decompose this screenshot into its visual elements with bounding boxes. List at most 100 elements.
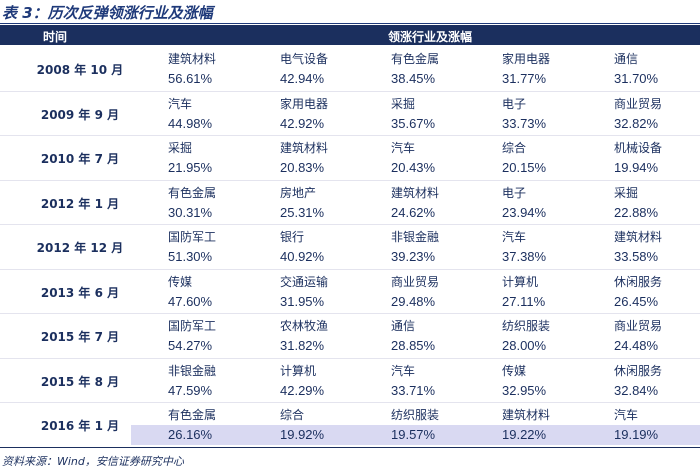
row-separator xyxy=(0,268,700,270)
industry-name: 非银金融 xyxy=(168,363,217,378)
industry-name: 建筑材料 xyxy=(168,52,217,66)
header-leaders: 领涨行业及涨幅 xyxy=(387,30,472,44)
industry-name: 建筑材料 xyxy=(391,185,440,200)
industry-name: 商业贸易 xyxy=(614,319,663,333)
gain-value: 21.95% xyxy=(168,160,213,175)
gain-value: 42.29% xyxy=(280,382,325,398)
bottom-rule xyxy=(0,447,700,448)
gain-value: 40.92% xyxy=(280,249,325,264)
gain-value: 24.62% xyxy=(391,204,436,220)
gain-value: 32.95% xyxy=(502,382,547,398)
gain-value: 31.70% xyxy=(614,71,659,86)
industry-name: 家用电器 xyxy=(280,96,329,111)
gain-value: 24.48% xyxy=(614,338,659,353)
row-date: 2012 年 12 月 xyxy=(36,241,124,255)
row-date: 2010 年 7 月 xyxy=(40,152,120,166)
gain-value: 19.57% xyxy=(391,427,436,442)
industry-name: 采掘 xyxy=(168,141,193,155)
row-separator xyxy=(0,90,700,92)
gain-value: 37.38% xyxy=(502,249,547,264)
industry-name: 传媒 xyxy=(502,363,527,378)
row-separator xyxy=(0,179,700,181)
gain-value: 33.58% xyxy=(614,249,659,264)
gain-value: 33.71% xyxy=(391,382,436,398)
row-date: 2013 年 6 月 xyxy=(40,285,120,300)
industry-name: 纺织服装 xyxy=(502,319,551,333)
industry-name: 传媒 xyxy=(168,274,193,289)
row-highlight xyxy=(131,425,700,445)
gain-value: 31.77% xyxy=(502,71,547,86)
industry-name: 交通运输 xyxy=(280,274,329,289)
industry-name: 建筑材料 xyxy=(614,230,663,244)
industry-name: 汽车 xyxy=(391,141,416,155)
row-separator xyxy=(0,224,700,225)
industry-name: 采掘 xyxy=(614,185,639,200)
row-date: 2012 年 1 月 xyxy=(40,196,120,211)
gain-value: 28.85% xyxy=(391,338,436,353)
industry-name: 有色金属 xyxy=(391,52,440,66)
gain-value: 22.88% xyxy=(614,204,659,220)
row-separator xyxy=(0,313,700,314)
gain-value: 31.82% xyxy=(280,338,325,353)
gain-value: 56.61% xyxy=(168,71,213,86)
gain-value: 32.82% xyxy=(614,115,659,131)
industry-name: 汽车 xyxy=(391,363,416,378)
gain-value: 31.95% xyxy=(280,293,325,309)
industry-name: 建筑材料 xyxy=(502,408,551,422)
row-date: 2008 年 10 月 xyxy=(36,63,124,77)
industry-name: 国防军工 xyxy=(168,230,217,244)
industry-name: 银行 xyxy=(280,230,305,244)
row-date: 2009 年 9 月 xyxy=(40,107,120,122)
gain-value: 27.11% xyxy=(502,293,546,309)
industry-name: 电子 xyxy=(502,96,527,111)
industry-name: 家用电器 xyxy=(502,52,551,66)
gain-value: 33.73% xyxy=(502,115,547,131)
industry-name: 电子 xyxy=(502,185,527,200)
gain-value: 54.27% xyxy=(168,338,213,353)
industry-name: 汽车 xyxy=(614,408,639,422)
gain-value: 47.59% xyxy=(168,382,213,398)
gain-value: 20.15% xyxy=(502,160,547,175)
industry-name: 建筑材料 xyxy=(280,141,329,155)
industry-name: 通信 xyxy=(614,52,639,66)
industry-name: 休闲服务 xyxy=(614,274,663,289)
gain-value: 38.45% xyxy=(391,71,436,86)
title-rule xyxy=(0,23,700,24)
industry-name: 汽车 xyxy=(502,230,527,244)
gain-value: 23.94% xyxy=(502,204,547,220)
source-note: 资料来源：Wind，安信证券研究中心 xyxy=(2,455,184,468)
industry-name: 纺织服装 xyxy=(391,408,440,422)
gain-value: 51.30% xyxy=(168,249,213,264)
industry-name: 房地产 xyxy=(280,185,317,200)
gain-value: 42.94% xyxy=(280,71,325,86)
header-time: 时间 xyxy=(42,30,67,44)
gain-value: 25.31% xyxy=(280,204,325,220)
gain-value: 19.94% xyxy=(614,160,659,175)
industry-name: 汽车 xyxy=(168,96,193,111)
table-title: 表 3：历次反弹领涨行业及涨幅 xyxy=(2,4,213,22)
industry-name: 综合 xyxy=(502,141,527,155)
gain-value: 26.45% xyxy=(614,293,659,309)
industry-name: 机械设备 xyxy=(614,141,663,155)
industry-name: 计算机 xyxy=(502,274,539,289)
industry-name: 计算机 xyxy=(280,363,317,378)
industry-name: 非银金融 xyxy=(391,230,440,244)
gain-value: 44.98% xyxy=(168,115,213,131)
gain-value: 19.22% xyxy=(502,427,547,442)
row-separator xyxy=(0,135,700,136)
row-separator xyxy=(0,402,700,403)
industry-name: 通信 xyxy=(391,319,416,333)
gain-value: 47.60% xyxy=(168,293,213,309)
row-date: 2015 年 8 月 xyxy=(40,374,120,389)
gain-value: 42.92% xyxy=(280,115,325,131)
row-date: 2016 年 1 月 xyxy=(40,419,120,433)
industry-name: 综合 xyxy=(280,408,305,422)
gain-value: 28.00% xyxy=(502,338,547,353)
gain-value: 39.23% xyxy=(391,249,436,264)
industry-name: 商业贸易 xyxy=(614,96,663,111)
gain-value: 32.84% xyxy=(614,382,659,398)
industry-name: 农林牧渔 xyxy=(280,319,329,333)
industry-name: 商业贸易 xyxy=(391,274,440,289)
gain-value: 26.16% xyxy=(168,427,213,442)
